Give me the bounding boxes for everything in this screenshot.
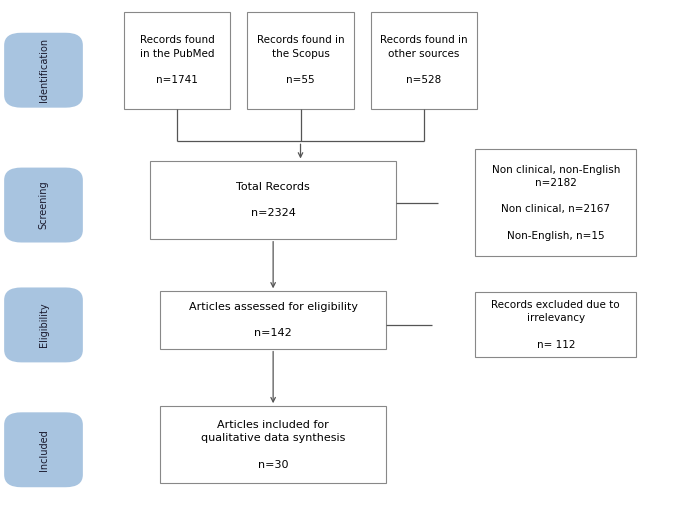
Bar: [475, 149, 636, 256]
Bar: [160, 291, 386, 348]
Text: Identification: Identification: [39, 38, 48, 103]
Bar: [160, 406, 386, 483]
Text: Non clinical, non-English
n=2182

Non clinical, n=2167

Non-English, n=15: Non clinical, non-English n=2182 Non cli…: [491, 165, 620, 240]
FancyBboxPatch shape: [4, 33, 83, 108]
Text: Records found in
other sources

n=528: Records found in other sources n=528: [380, 35, 468, 85]
FancyBboxPatch shape: [4, 412, 83, 487]
Bar: [248, 12, 353, 109]
Text: Eligibility: Eligibility: [39, 302, 48, 347]
Text: Records excluded due to
irrelevancy

n= 112: Records excluded due to irrelevancy n= 1…: [491, 300, 620, 350]
Text: Included: Included: [39, 429, 48, 471]
Text: Records found
in the PubMed

n=1741: Records found in the PubMed n=1741: [140, 35, 215, 85]
Bar: [371, 12, 477, 109]
Text: Screening: Screening: [39, 181, 48, 229]
Text: Records found in
the Scopus

n=55: Records found in the Scopus n=55: [257, 35, 344, 85]
Text: Articles included for
qualitative data synthesis

n=30: Articles included for qualitative data s…: [201, 420, 345, 470]
Bar: [475, 292, 636, 358]
Bar: [124, 12, 230, 109]
Bar: [150, 162, 396, 239]
FancyBboxPatch shape: [4, 168, 83, 242]
FancyBboxPatch shape: [4, 287, 83, 363]
Text: Articles assessed for eligibility

n=142: Articles assessed for eligibility n=142: [188, 301, 357, 338]
Text: Total Records

n=2324: Total Records n=2324: [236, 182, 310, 218]
